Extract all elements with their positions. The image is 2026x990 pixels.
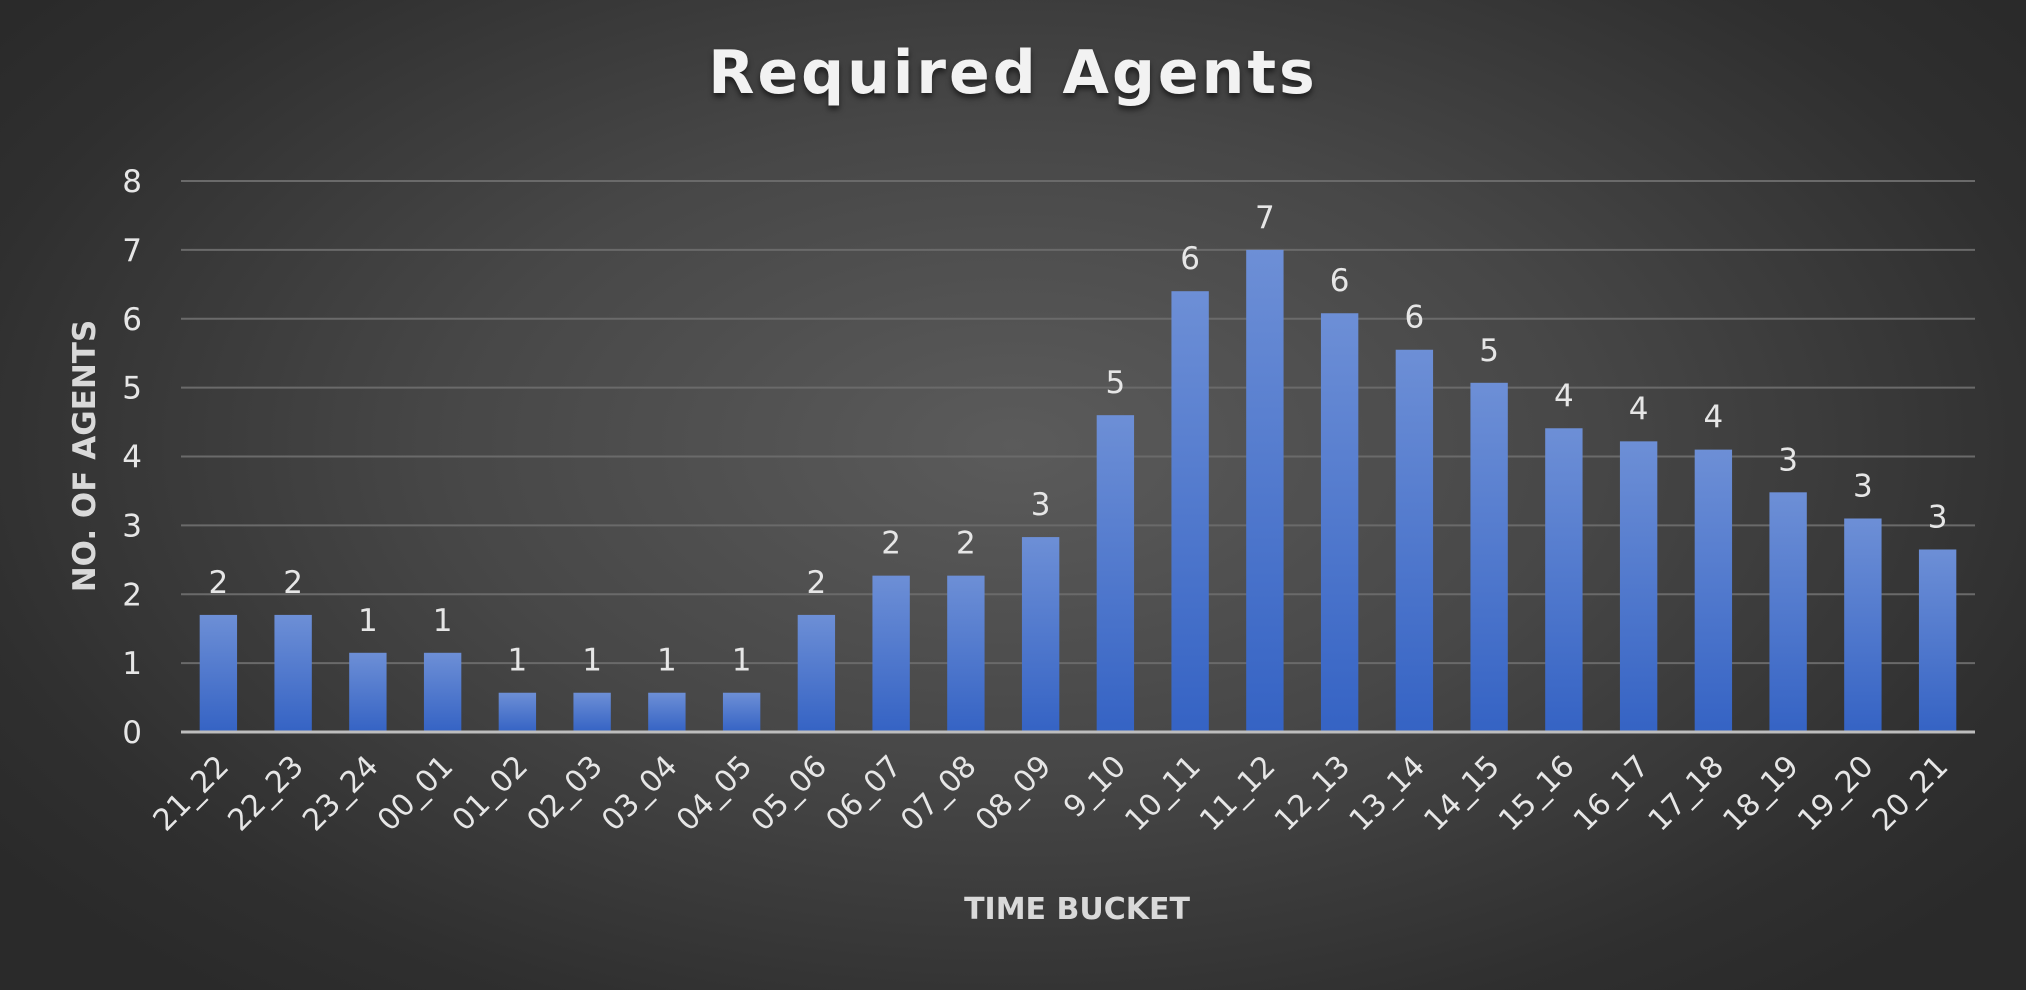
data-label: 5 bbox=[1479, 333, 1499, 369]
data-label: 1 bbox=[657, 643, 677, 679]
bar bbox=[1096, 415, 1135, 732]
x-tick-label: 01_02 bbox=[446, 749, 535, 838]
x-tick-label: 08_09 bbox=[969, 749, 1058, 838]
bars bbox=[199, 249, 1957, 732]
data-label: 5 bbox=[1106, 365, 1126, 401]
data-label: 1 bbox=[508, 643, 528, 679]
bar bbox=[872, 575, 910, 732]
x-tick-label: 14_15 bbox=[1417, 749, 1506, 838]
y-axis-tick-labels: 0 1 2 3 4 5 6 7 8 bbox=[122, 164, 142, 751]
y-axis-title: NO. OF AGENTS bbox=[67, 320, 103, 593]
data-label: 6 bbox=[1180, 241, 1200, 277]
x-tick-label: 13_14 bbox=[1343, 749, 1432, 838]
y-tick-label: 5 bbox=[122, 371, 142, 407]
bar bbox=[1171, 291, 1209, 732]
data-label: 3 bbox=[1778, 442, 1798, 478]
bar bbox=[1619, 441, 1658, 732]
y-tick-label: 6 bbox=[122, 302, 142, 338]
bar bbox=[1918, 549, 1957, 732]
data-label: 6 bbox=[1330, 263, 1350, 299]
x-tick-label: 02_03 bbox=[520, 749, 609, 838]
x-tick-label: 23_24 bbox=[296, 749, 385, 838]
bar bbox=[1246, 249, 1284, 732]
bar bbox=[797, 614, 836, 732]
x-tick-label: 12_13 bbox=[1268, 749, 1357, 838]
y-tick-label: 1 bbox=[122, 646, 142, 682]
data-label: 3 bbox=[1928, 499, 1948, 535]
bar bbox=[199, 614, 238, 732]
x-tick-label: 21_22 bbox=[147, 749, 236, 838]
y-tick-label: 0 bbox=[122, 715, 142, 751]
y-tick-label: 3 bbox=[122, 508, 142, 544]
x-axis-tick-labels: 21_2222_2323_2400_0101_0202_0303_0404_05… bbox=[147, 749, 1956, 838]
data-label: 2 bbox=[209, 565, 229, 601]
data-label: 1 bbox=[732, 643, 752, 679]
x-tick-label: 20_21 bbox=[1866, 749, 1955, 838]
bar bbox=[423, 652, 462, 732]
y-tick-label: 8 bbox=[122, 164, 142, 200]
x-tick-label: 17_18 bbox=[1642, 749, 1731, 838]
bar bbox=[573, 692, 611, 732]
bar bbox=[1470, 382, 1508, 732]
bar bbox=[1769, 492, 1807, 732]
bar bbox=[1021, 537, 1060, 732]
y-tick-label: 4 bbox=[122, 440, 142, 476]
x-tick-label: 07_08 bbox=[894, 749, 983, 838]
data-label: 3 bbox=[1031, 487, 1051, 523]
bar bbox=[349, 652, 387, 732]
bar bbox=[274, 614, 312, 732]
data-labels: 2 2 1 1 1 1 1 1 2 2 2 3 5 6 7 6 6 5 4 4 4 3 3 3 bbox=[209, 200, 1948, 679]
x-tick-label: 22_23 bbox=[221, 749, 310, 838]
bar bbox=[947, 575, 985, 732]
data-label: 4 bbox=[1629, 391, 1649, 427]
x-tick-label: 19_20 bbox=[1791, 749, 1880, 838]
y-tick-label: 2 bbox=[122, 577, 142, 613]
data-label: 2 bbox=[956, 526, 976, 562]
x-axis-title: TIME BUCKET bbox=[964, 892, 1190, 927]
bar bbox=[648, 692, 686, 732]
chart-title: Required Agents bbox=[708, 38, 1318, 108]
bar bbox=[1395, 349, 1434, 732]
x-tick-label: 11_12 bbox=[1193, 749, 1282, 838]
x-tick-label: 16_17 bbox=[1567, 749, 1656, 838]
data-label: 4 bbox=[1704, 400, 1724, 436]
x-tick-label: 04_05 bbox=[670, 749, 759, 838]
bar bbox=[498, 692, 537, 732]
x-tick-label: 05_06 bbox=[745, 749, 834, 838]
bar bbox=[1694, 449, 1733, 732]
data-label: 1 bbox=[358, 603, 378, 639]
data-label: 2 bbox=[807, 565, 827, 601]
x-tick-label: 00_01 bbox=[371, 749, 460, 838]
data-label: 7 bbox=[1255, 200, 1275, 236]
bar bbox=[1320, 313, 1359, 732]
bar bbox=[1844, 518, 1882, 732]
x-tick-label: 06_07 bbox=[819, 749, 908, 838]
x-tick-label: 03_04 bbox=[595, 749, 684, 838]
data-label: 1 bbox=[433, 603, 453, 639]
data-label: 3 bbox=[1853, 468, 1873, 504]
x-tick-label: 10_11 bbox=[1118, 749, 1207, 838]
bar bbox=[722, 692, 761, 732]
data-label: 4 bbox=[1554, 378, 1574, 414]
data-label: 2 bbox=[881, 526, 901, 562]
data-label: 2 bbox=[283, 565, 303, 601]
gridlines bbox=[181, 180, 1975, 665]
data-label: 6 bbox=[1405, 300, 1425, 336]
data-label: 1 bbox=[582, 643, 602, 679]
x-tick-label: 15_16 bbox=[1492, 749, 1581, 838]
x-tick-label: 18_19 bbox=[1716, 749, 1805, 838]
y-tick-label: 7 bbox=[122, 233, 142, 269]
bar bbox=[1545, 428, 1583, 732]
